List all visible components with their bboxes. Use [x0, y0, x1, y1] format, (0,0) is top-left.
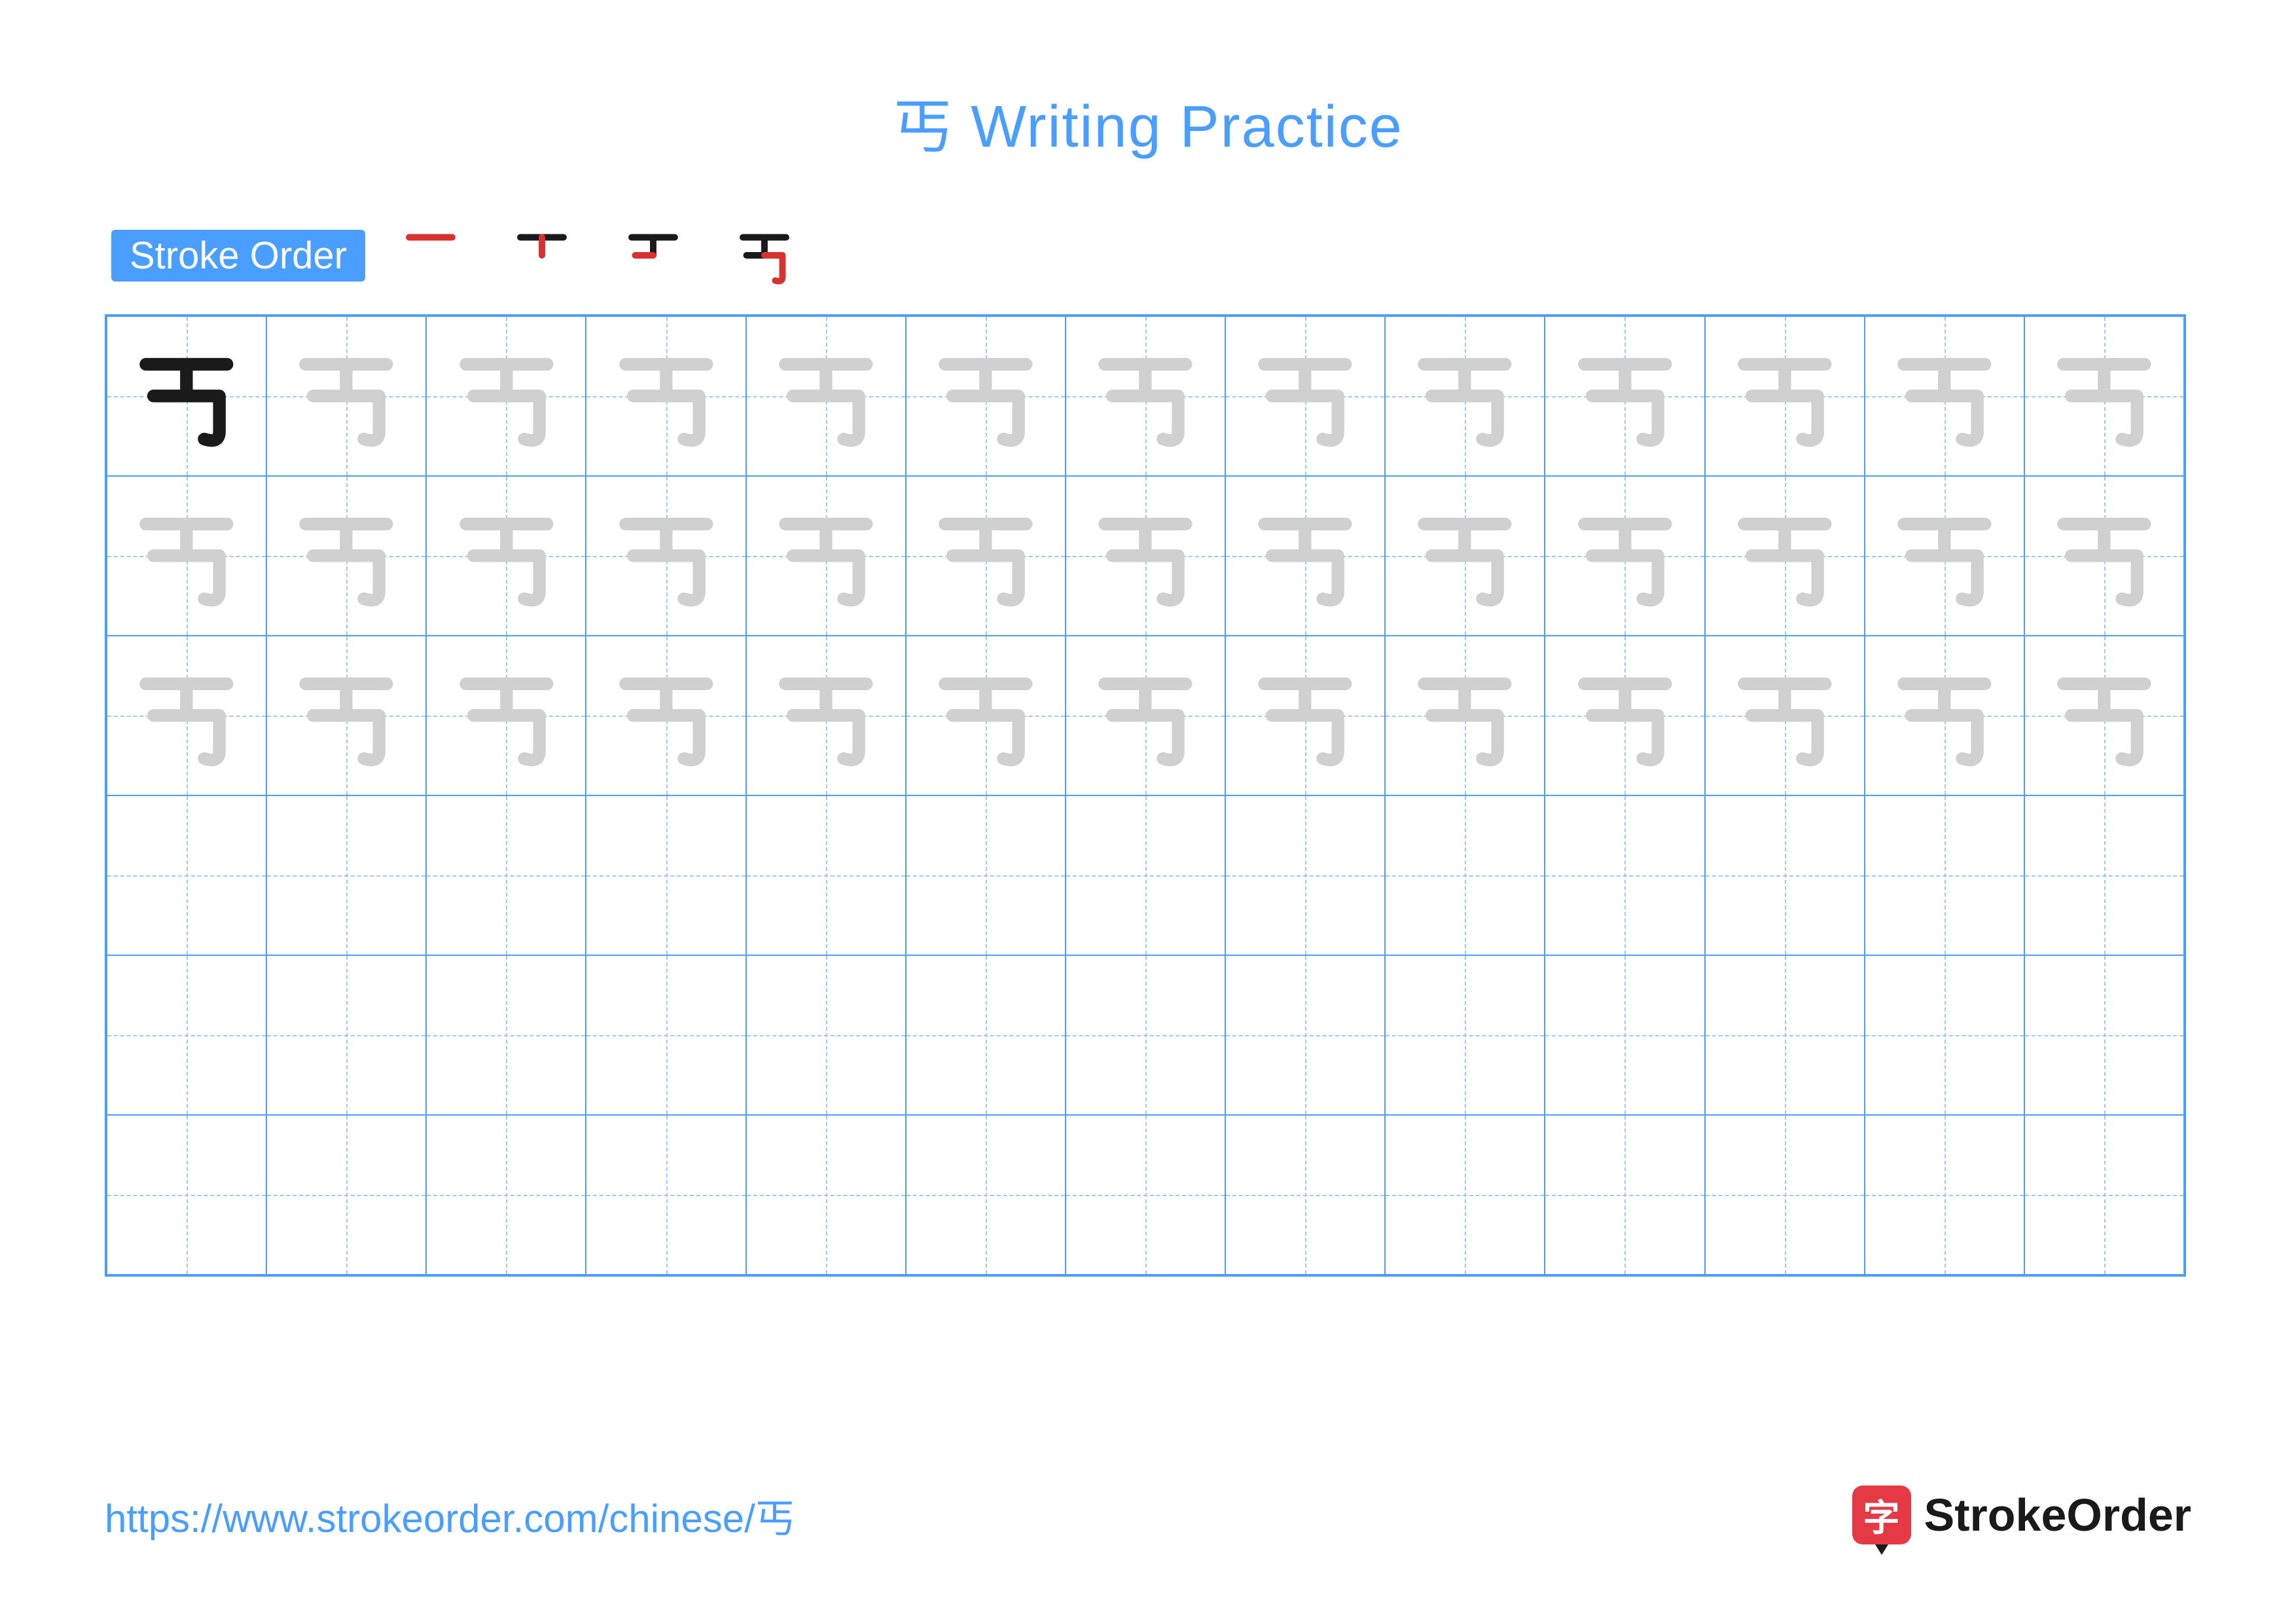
- grid-cell: [1066, 636, 1225, 795]
- grid-cell: [1225, 316, 1385, 476]
- footer: https://www.strokeorder.com/chinese/丐 字 …: [105, 1486, 2191, 1544]
- brand-logo: 字 StrokeOrder: [1852, 1486, 2191, 1544]
- grid-cell: [426, 955, 586, 1115]
- stroke-order-row: Stroke Order: [105, 216, 2191, 295]
- grid-cell: [1225, 955, 1385, 1115]
- grid-cell: [1705, 1115, 1865, 1275]
- grid-cell: [1705, 795, 1865, 955]
- grid-cell: [1865, 795, 2024, 955]
- grid-cell: [1865, 1115, 2024, 1275]
- grid-cell: [2024, 636, 2184, 795]
- source-url: https://www.strokeorder.com/chinese/丐: [105, 1487, 795, 1544]
- grid-cell: [1705, 316, 1865, 476]
- grid-cell: [1225, 795, 1385, 955]
- grid-cell: [107, 955, 266, 1115]
- grid-cell: [1066, 476, 1225, 636]
- stroke-step-2: [503, 216, 581, 295]
- grid-cell: [266, 636, 426, 795]
- grid-cell: [1066, 955, 1225, 1115]
- grid-cell: [1865, 636, 2024, 795]
- grid-cell: [1385, 316, 1545, 476]
- stroke-step-3: [614, 216, 692, 295]
- grid-cell: [2024, 476, 2184, 636]
- grid-cell: [1545, 1115, 1704, 1275]
- grid-cell: [1865, 316, 2024, 476]
- grid-cell: [586, 476, 745, 636]
- grid-cell: [746, 955, 906, 1115]
- grid-cell: [906, 316, 1066, 476]
- grid-cell: [426, 795, 586, 955]
- grid-cell: [906, 636, 1066, 795]
- grid-cell: [1705, 636, 1865, 795]
- grid-cell: [906, 1115, 1066, 1275]
- grid-cell: [1545, 636, 1704, 795]
- grid-cell: [746, 476, 906, 636]
- grid-cell: [266, 955, 426, 1115]
- grid-cell: [906, 476, 1066, 636]
- grid-cell: [1385, 476, 1545, 636]
- stroke-step-1: [391, 216, 470, 295]
- grid-cell: [1225, 636, 1385, 795]
- grid-cell: [2024, 955, 2184, 1115]
- grid-cell: [586, 795, 745, 955]
- grid-cell: [426, 636, 586, 795]
- grid-cell: [1225, 476, 1385, 636]
- grid-cell: [107, 316, 266, 476]
- grid-cell: [426, 476, 586, 636]
- grid-cell: [746, 636, 906, 795]
- grid-cell: [266, 795, 426, 955]
- grid-cell: [586, 636, 745, 795]
- grid-cell: [586, 1115, 745, 1275]
- grid-cell: [1385, 955, 1545, 1115]
- grid-cell: [586, 955, 745, 1115]
- grid-cell: [1066, 316, 1225, 476]
- grid-cell: [1385, 1115, 1545, 1275]
- grid-cell: [1545, 476, 1704, 636]
- stroke-steps-container: [391, 216, 804, 295]
- brand-name: StrokeOrder: [1924, 1489, 2191, 1541]
- grid-cell: [746, 1115, 906, 1275]
- grid-cell: [1545, 316, 1704, 476]
- grid-cell: [2024, 1115, 2184, 1275]
- grid-cell: [906, 955, 1066, 1115]
- grid-cell: [1545, 955, 1704, 1115]
- grid-cell: [1705, 476, 1865, 636]
- grid-cell: [1385, 636, 1545, 795]
- page-title: 丐 Writing Practice: [105, 79, 2191, 164]
- grid-cell: [2024, 795, 2184, 955]
- grid-cell: [107, 795, 266, 955]
- grid-cell: [107, 476, 266, 636]
- grid-cell: [426, 316, 586, 476]
- grid-cell: [1705, 955, 1865, 1115]
- grid-cell: [1545, 795, 1704, 955]
- brand-icon: 字: [1852, 1486, 1911, 1544]
- grid-cell: [1066, 1115, 1225, 1275]
- grid-cell: [1385, 795, 1545, 955]
- grid-cell: [746, 795, 906, 955]
- grid-cell: [746, 316, 906, 476]
- grid-cell: [266, 1115, 426, 1275]
- grid-cell: [586, 316, 745, 476]
- grid-cell: [906, 795, 1066, 955]
- grid-cell: [1066, 795, 1225, 955]
- stroke-order-badge: Stroke Order: [111, 230, 365, 282]
- grid-cell: [1225, 1115, 1385, 1275]
- stroke-step-4: [725, 216, 804, 295]
- grid-cell: [2024, 316, 2184, 476]
- grid-cell: [266, 316, 426, 476]
- grid-cell: [426, 1115, 586, 1275]
- grid-cell: [107, 1115, 266, 1275]
- grid-cell: [1865, 476, 2024, 636]
- practice-grid: [105, 314, 2186, 1277]
- grid-cell: [107, 636, 266, 795]
- grid-cell: [1865, 955, 2024, 1115]
- grid-cell: [266, 476, 426, 636]
